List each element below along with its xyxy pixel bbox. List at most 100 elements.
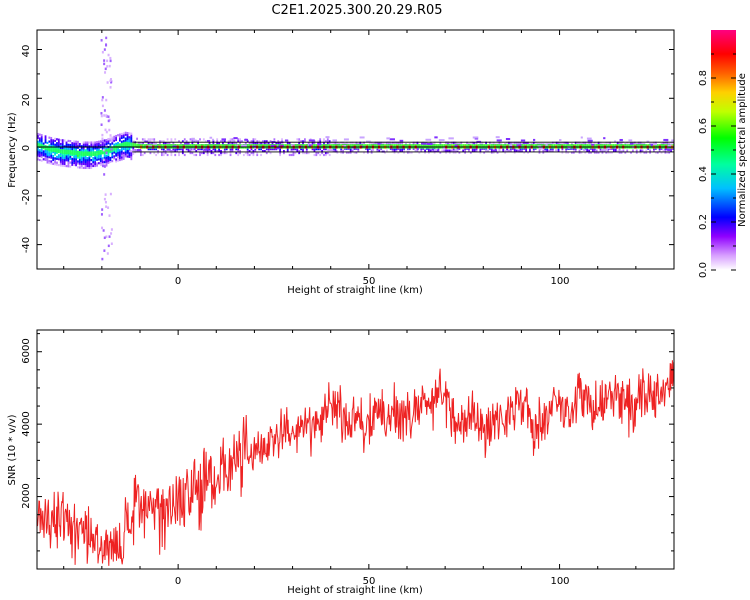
spectrogram-cell <box>489 147 491 150</box>
spectrogram-cell <box>69 161 72 164</box>
spectrogram-cell <box>550 147 552 150</box>
spectrogram-cell <box>401 144 404 149</box>
spectrogram-cell <box>166 142 169 145</box>
spectrogram-cell <box>494 147 497 150</box>
spectrogram-cell <box>235 142 238 145</box>
spectrogram-cell <box>250 142 253 145</box>
spectrogram-cell <box>311 148 314 151</box>
spectrogram-cell <box>86 160 89 164</box>
spectrogram-cell <box>229 144 232 149</box>
spectrogram-cell <box>481 147 484 150</box>
spectrogram-cell <box>401 141 404 144</box>
spectrogram-cell <box>52 154 55 158</box>
spectrogram-cell <box>406 150 410 153</box>
spectrogram-cell <box>92 145 95 148</box>
spectrogram-cell <box>626 149 629 152</box>
spectrogram-cell <box>98 148 100 151</box>
spectrogram-cell <box>290 153 293 157</box>
spectrogram-cell <box>109 86 112 89</box>
spectrogram-cell <box>162 144 165 149</box>
spectrogram-cell <box>78 148 81 152</box>
spectrogram-cell <box>56 163 58 166</box>
spectrogram-cell <box>107 244 110 248</box>
spectrogram-cell <box>483 144 486 149</box>
spectrogram-cell <box>288 144 291 149</box>
spectrogram-cell <box>128 138 131 141</box>
spectrogram-cell <box>502 149 505 152</box>
spectrogram-cell <box>69 155 72 158</box>
spectrogram-cell <box>509 149 512 152</box>
spectrogram-cell <box>599 147 602 150</box>
spectrogram-cell <box>181 149 184 153</box>
spectrogram-cell <box>94 162 97 166</box>
spectrogram-cell <box>82 147 85 150</box>
spectrogram-cell <box>143 144 146 149</box>
spectrogram-cell <box>424 144 426 149</box>
spectrogram-cell <box>290 148 293 151</box>
spectrogram-cell <box>92 147 95 150</box>
spectrogram-cell <box>563 141 566 144</box>
spectrogram-cell <box>46 145 49 151</box>
spectrogram-cell <box>656 151 659 154</box>
spectrogram-cell <box>376 141 379 144</box>
spectrogram-cell <box>479 149 482 152</box>
spectrogram-cell <box>110 232 113 235</box>
spectrogram-cell <box>119 143 121 149</box>
spectrogram-cell <box>399 139 404 142</box>
spectrogram-cell <box>551 147 554 150</box>
spectrogram-cell <box>57 144 60 147</box>
spectrogram-cell <box>237 138 240 141</box>
spectrogram-cell <box>663 138 669 141</box>
spectrogram-cell <box>211 138 215 141</box>
spectrogram-cell <box>357 144 360 149</box>
spectrogram-cell <box>120 146 123 149</box>
spectrogram-cell <box>86 143 89 146</box>
spectrogram-cell <box>452 151 455 154</box>
spectrogram-cell <box>448 141 451 144</box>
spectrogram-cell <box>265 148 268 151</box>
spectrogram-cell <box>614 140 617 143</box>
spectrogram-cell <box>61 160 64 163</box>
spectrogram-cell <box>353 151 356 154</box>
spectrogram-cell <box>667 149 672 152</box>
spectrogram-cell <box>670 141 672 144</box>
spectrogram-cell <box>130 134 133 137</box>
spectrogram-cell <box>557 144 560 149</box>
spectrogram-cell <box>662 144 665 149</box>
spectrogram-y-tick-label: -40 <box>21 237 32 253</box>
spectrogram-cell <box>59 144 62 148</box>
spectrogram-cell <box>422 144 425 149</box>
spectrogram-cell <box>212 140 215 143</box>
spectrogram-cell <box>534 141 537 144</box>
spectrogram-cell <box>56 155 58 158</box>
spectrogram-cell <box>67 143 70 146</box>
spectrogram-cell <box>189 151 192 155</box>
spectrogram-cell <box>124 155 127 158</box>
spectrogram-cell <box>92 164 95 168</box>
spectrogram-cell <box>557 141 560 144</box>
spectrogram-cell <box>40 153 43 156</box>
spectrogram-cell <box>105 130 108 134</box>
spectrogram-cell <box>103 139 106 142</box>
spectrogram-cell <box>393 149 396 152</box>
spectrogram-cell <box>534 147 537 150</box>
spectrogram-cell <box>201 148 203 151</box>
spectrogram-cell <box>529 149 531 152</box>
spectrogram-cell <box>132 140 135 143</box>
spectrogram-cell <box>515 141 518 144</box>
spectrogram-cell <box>103 173 106 176</box>
spectrogram-cell <box>389 138 395 141</box>
spectrogram-cell <box>647 147 650 150</box>
spectrogram-cell <box>646 140 650 143</box>
spectrogram-cell <box>315 148 318 151</box>
spectrogram-cell <box>128 132 131 135</box>
spectrogram-cell <box>609 151 611 154</box>
spectrogram-cell <box>479 144 482 149</box>
spectrogram-cell <box>126 135 129 139</box>
spectrogram-cell <box>233 142 236 145</box>
spectrogram-cell <box>109 143 112 146</box>
spectrogram-cell <box>590 147 592 150</box>
spectrogram-cell <box>162 153 165 157</box>
spectrogram-cell <box>244 151 247 155</box>
spectrogram-cell <box>126 142 129 147</box>
